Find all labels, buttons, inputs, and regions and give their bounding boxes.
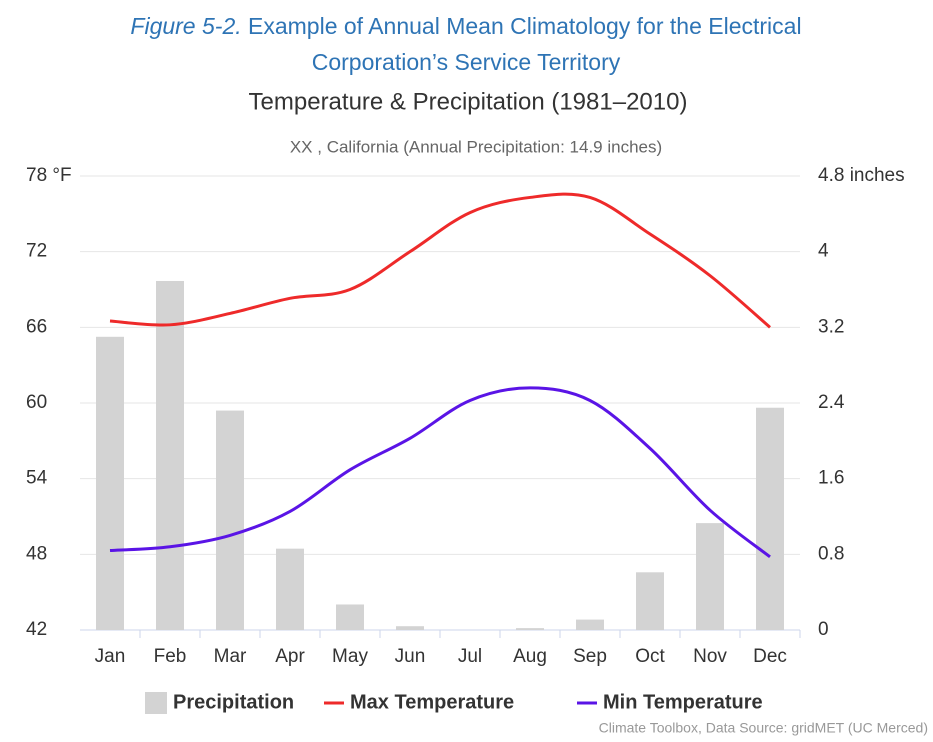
line xyxy=(109,192,771,329)
bar xyxy=(696,523,724,630)
bar xyxy=(516,628,544,630)
bar xyxy=(156,280,184,630)
x-tick-label: Oct xyxy=(635,646,665,667)
x-tick-label: Jun xyxy=(395,646,426,667)
x-tick-label: Jul xyxy=(458,646,482,667)
bar xyxy=(636,572,664,630)
bar xyxy=(276,548,304,630)
bar xyxy=(396,626,424,630)
bar xyxy=(336,604,364,630)
y2-tick-label: 0 xyxy=(818,619,829,640)
x-tick-label: Jan xyxy=(95,646,126,667)
bar xyxy=(576,619,604,630)
y2-tick-label: 4.8 inches xyxy=(818,165,905,186)
y-tick-label: 42 xyxy=(26,619,47,640)
chart-subtitle: XX , California (Annual Precipitation: 1… xyxy=(290,137,662,156)
legend-swatch xyxy=(145,692,167,714)
y2-tick-label: 2.4 xyxy=(818,392,845,413)
line xyxy=(109,386,771,559)
caption-label: Figure 5-2. xyxy=(130,13,242,39)
x-tick-label: Aug xyxy=(513,646,547,667)
y-tick-label: 72 xyxy=(26,241,47,262)
credit: Climate Toolbox, Data Source: gridMET (U… xyxy=(599,720,928,736)
caption-text: Example of Annual Mean Climatology for t… xyxy=(248,13,802,75)
figure-caption: Figure 5-2. Example of Annual Mean Clima… xyxy=(76,8,856,80)
y2-tick-label: 1.6 xyxy=(818,468,844,489)
x-tick-label: May xyxy=(332,646,368,667)
x-tick-label: Nov xyxy=(693,646,727,667)
legend-label: Max Temperature xyxy=(350,691,514,713)
x-tick-label: Mar xyxy=(214,646,247,667)
legend-label: Min Temperature xyxy=(603,691,763,713)
bar xyxy=(216,410,244,630)
y-tick-label: 60 xyxy=(26,392,47,413)
x-tick-label: Apr xyxy=(275,646,305,667)
y-tick-label: 78 °F xyxy=(26,165,72,186)
y2-tick-label: 0.8 xyxy=(818,543,844,564)
x-tick-label: Sep xyxy=(573,646,607,667)
x-tick-label: Feb xyxy=(154,646,187,667)
y2-tick-label: 3.2 xyxy=(818,316,844,337)
y-tick-label: 66 xyxy=(26,316,47,337)
legend-label: Precipitation xyxy=(173,691,294,713)
y-tick-label: 54 xyxy=(26,468,48,489)
bar xyxy=(96,336,124,630)
y2-tick-label: 4 xyxy=(818,241,829,262)
bar xyxy=(756,407,784,630)
y-tick-label: 48 xyxy=(26,543,47,564)
x-tick-label: Dec xyxy=(753,646,787,667)
chart-title: Temperature & Precipitation (1981–2010) xyxy=(249,88,688,115)
